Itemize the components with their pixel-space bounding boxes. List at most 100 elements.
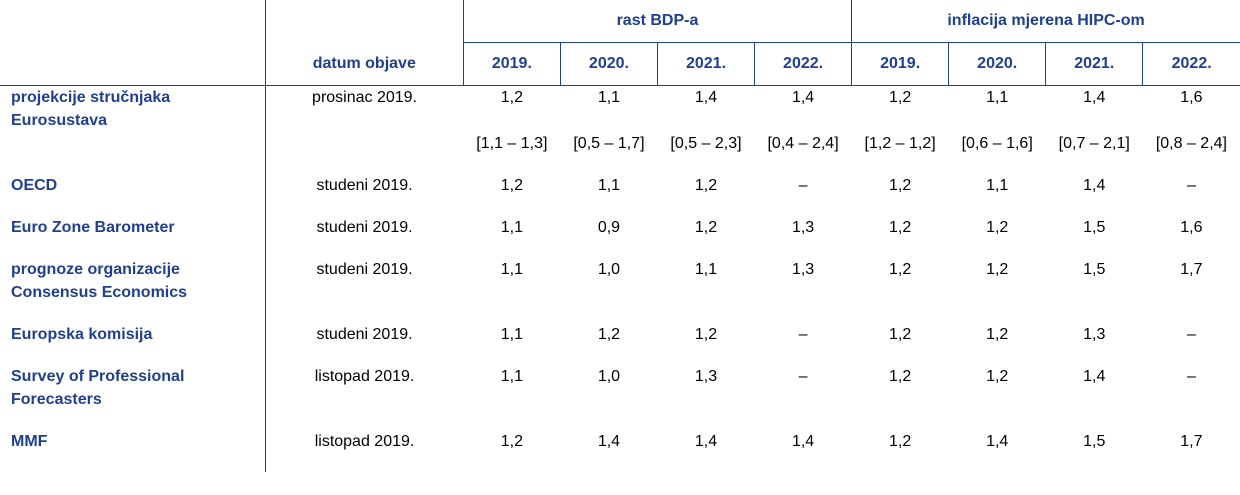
row-value: 1,3 bbox=[791, 219, 815, 236]
row-value: – bbox=[1186, 368, 1196, 385]
row-value: 1,2 bbox=[889, 433, 912, 450]
row-value: 1,0 bbox=[597, 368, 621, 385]
row-source-blank bbox=[0, 132, 265, 174]
row-date: studeni 2019. bbox=[264, 323, 464, 365]
row-date: listopad 2019. bbox=[264, 430, 464, 472]
row-value: 1,3 bbox=[1083, 326, 1106, 343]
row-value: 1,1 bbox=[597, 89, 621, 106]
header-gdp-growth: rast BDP-a bbox=[462, 0, 852, 43]
row-value: 1,1 bbox=[500, 368, 524, 385]
row-value: 1,2 bbox=[889, 89, 912, 106]
row-value: 1,6 bbox=[1180, 219, 1203, 236]
table-row: OECD studeni 2019. 1,2 1,1 1,2 – 1,2 1,1… bbox=[0, 174, 1240, 216]
header-year: 2019. bbox=[851, 42, 949, 86]
row-value: 1,1 bbox=[500, 219, 524, 236]
row-value: 1,2 bbox=[694, 177, 718, 194]
row-value: – bbox=[1186, 326, 1196, 343]
header-year: 2021. bbox=[656, 42, 755, 86]
header-year: 2020. bbox=[559, 42, 658, 86]
row-date-blank bbox=[264, 132, 464, 174]
row-value: 1,4 bbox=[1083, 368, 1106, 385]
row-value: 1,2 bbox=[889, 368, 912, 385]
row-value: 1,2 bbox=[986, 219, 1009, 236]
header-year: 2022. bbox=[754, 42, 852, 86]
row-value: – bbox=[798, 177, 808, 194]
row-value: 1,1 bbox=[694, 261, 718, 278]
row-value: 1,3 bbox=[791, 261, 815, 278]
row-value: 1,4 bbox=[986, 433, 1009, 450]
row-value: – bbox=[1186, 177, 1196, 194]
header-year: 2019. bbox=[462, 42, 561, 86]
row-value: 1,2 bbox=[500, 433, 524, 450]
header-year: 2022. bbox=[1142, 42, 1240, 86]
header-blank-date bbox=[264, 0, 464, 43]
row-value: 1,1 bbox=[986, 89, 1009, 106]
table-row: projekcije stručnjaka Eurosustava prosin… bbox=[0, 85, 1240, 132]
row-value: 1,2 bbox=[597, 326, 621, 343]
row-value: 1,2 bbox=[694, 326, 718, 343]
row-range: [0,6 – 1,6] bbox=[961, 135, 1033, 152]
table-row: Europska komisija studeni 2019. 1,1 1,2 … bbox=[0, 323, 1240, 365]
row-value: 1,2 bbox=[889, 177, 912, 194]
row-value: – bbox=[798, 368, 808, 385]
header-year: 2020. bbox=[948, 42, 1046, 86]
row-source: OECD bbox=[11, 177, 58, 194]
row-value: 1,2 bbox=[986, 368, 1009, 385]
table-row: Survey of Professional Forecasters listo… bbox=[0, 365, 1240, 430]
header-source-column bbox=[0, 42, 266, 86]
row-date: studeni 2019. bbox=[264, 216, 464, 258]
row-source: MMF bbox=[11, 433, 48, 450]
row-source: Euro Zone Barometer bbox=[11, 219, 175, 236]
row-date: listopad 2019. bbox=[264, 365, 464, 430]
header-year: 2021. bbox=[1045, 42, 1143, 86]
row-value: 1,3 bbox=[694, 368, 718, 385]
row-value: 1,1 bbox=[500, 261, 524, 278]
table-row: prognoze organizacije Consensus Economic… bbox=[0, 258, 1240, 323]
row-value: 1,7 bbox=[1180, 433, 1203, 450]
table-row-range: [1,1 – 1,3] [0,5 – 1,7] [0,5 – 2,3] [0,4… bbox=[0, 132, 1240, 174]
row-value: 1,4 bbox=[694, 89, 718, 106]
row-value: 1,7 bbox=[1180, 261, 1203, 278]
table-row: MMF listopad 2019. 1,2 1,4 1,4 1,4 1,2 1… bbox=[0, 430, 1240, 472]
row-value: 1,1 bbox=[597, 177, 621, 194]
row-value: 1,1 bbox=[500, 326, 524, 343]
row-value: 1,4 bbox=[791, 433, 815, 450]
header-hicp-inflation: inflacija mjerena HIPC-om bbox=[851, 0, 1240, 43]
row-value: – bbox=[798, 326, 808, 343]
row-value: 1,5 bbox=[1083, 433, 1106, 450]
forecast-comparison-table: rast BDP-a inflacija mjerena HIPC-om dat… bbox=[0, 0, 1240, 472]
row-value: 1,2 bbox=[889, 261, 912, 278]
row-value: 1,4 bbox=[1083, 89, 1106, 106]
row-range: [1,2 – 1,2] bbox=[864, 135, 936, 152]
row-date: prosinac 2019. bbox=[264, 85, 464, 132]
row-range: [0,8 – 2,4] bbox=[1155, 135, 1227, 152]
row-value: 1,4 bbox=[597, 433, 621, 450]
row-source: projekcije stručnjaka Eurosustava bbox=[11, 89, 171, 129]
row-range: [0,4 – 2,4] bbox=[767, 135, 839, 152]
row-value: 1,2 bbox=[500, 177, 524, 194]
table-row: Euro Zone Barometer studeni 2019. 1,1 0,… bbox=[0, 216, 1240, 258]
header-release-date: datum objave bbox=[264, 42, 464, 86]
row-range: [1,1 – 1,3] bbox=[476, 135, 548, 152]
row-value: 1,2 bbox=[694, 219, 718, 236]
row-source: Survey of Professional Forecasters bbox=[11, 368, 185, 408]
row-value: 1,2 bbox=[986, 261, 1009, 278]
row-source: prognoze organizacije Consensus Economic… bbox=[11, 261, 188, 301]
row-date: studeni 2019. bbox=[264, 258, 464, 323]
row-value: 1,4 bbox=[1083, 177, 1106, 194]
row-value: 1,1 bbox=[986, 177, 1009, 194]
row-range: [0,7 – 2,1] bbox=[1058, 135, 1130, 152]
row-value: 1,5 bbox=[1083, 219, 1106, 236]
row-range: [0,5 – 2,3] bbox=[670, 135, 742, 152]
row-value: 1,2 bbox=[889, 219, 912, 236]
row-value: 1,0 bbox=[597, 261, 621, 278]
header-blank-source bbox=[0, 0, 265, 43]
row-date: studeni 2019. bbox=[264, 174, 464, 216]
row-value: 1,2 bbox=[500, 89, 524, 106]
row-value: 1,4 bbox=[694, 433, 718, 450]
row-value: 1,5 bbox=[1083, 261, 1106, 278]
row-value: 1,2 bbox=[889, 326, 912, 343]
row-value: 0,9 bbox=[597, 219, 621, 236]
row-value: 1,4 bbox=[791, 89, 815, 106]
